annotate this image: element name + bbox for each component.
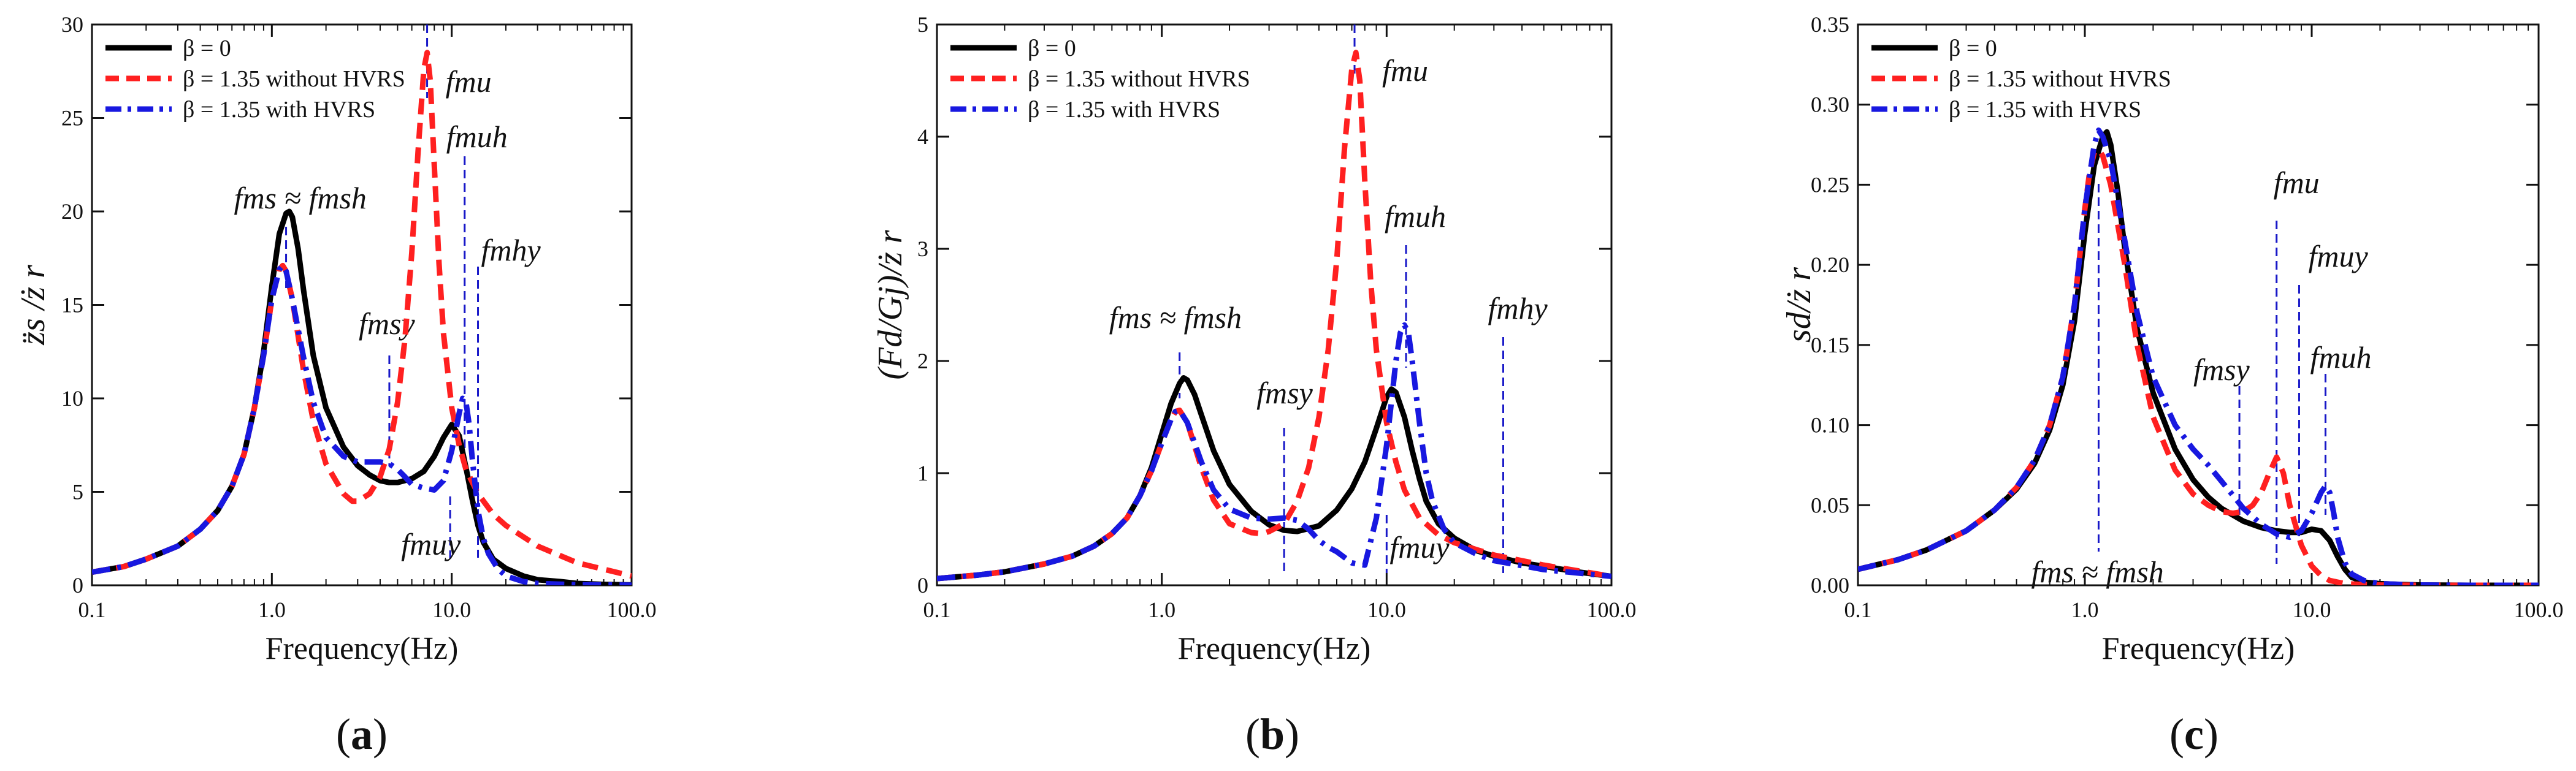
panel-label: (a) bbox=[336, 710, 388, 759]
annotation-label-fmsy: fmsy bbox=[1256, 376, 1313, 410]
x-tick-label: 0.1 bbox=[78, 598, 106, 622]
y-tick-label: 10 bbox=[61, 386, 83, 411]
legend-label: β = 0 bbox=[1949, 36, 1997, 61]
annotation-label-fmuh: fmuh bbox=[446, 120, 508, 154]
x-tick-label: 100.0 bbox=[1587, 598, 1637, 622]
y-tick-label: 1 bbox=[917, 461, 928, 485]
x-tick-label: 10.0 bbox=[432, 598, 471, 622]
y-tick-label: 5 bbox=[72, 480, 83, 504]
y-tick-label: 30 bbox=[61, 12, 83, 37]
annotation-label-fmhy: fmhy bbox=[481, 233, 541, 267]
annotation-label-fmuy: fmuy bbox=[2308, 239, 2368, 273]
y-tick-label: 4 bbox=[917, 124, 928, 149]
panel-label: (b) bbox=[1245, 710, 1299, 759]
legend-label: β = 1.35 without HVRS bbox=[183, 66, 405, 92]
annotation-label-fms-fmsh: fms ≈ fmsh bbox=[2031, 555, 2163, 589]
legend-label: β = 0 bbox=[183, 36, 231, 61]
annotation-label-fms-fmsh: fms ≈ fmsh bbox=[234, 181, 367, 215]
annotation-label-fmuh: fmuh bbox=[1385, 199, 1446, 234]
annotation-label-fmhy: fmhy bbox=[1488, 291, 1548, 325]
y-tick-label: 0.30 bbox=[1811, 93, 1849, 117]
annotation-label-fmu: fmu bbox=[2274, 165, 2320, 200]
y-tick-label: 15 bbox=[61, 293, 83, 317]
legend-label: β = 1.35 with HVRS bbox=[183, 97, 375, 123]
annotation-label-fmu: fmu bbox=[1382, 53, 1428, 88]
legend-label: β = 1.35 without HVRS bbox=[1028, 66, 1250, 92]
series-line-dashdot bbox=[937, 322, 1611, 582]
y-tick-label: 0.00 bbox=[1811, 573, 1849, 598]
legend-label: β = 0 bbox=[1028, 36, 1076, 61]
y-axis-title: sd/ż r bbox=[1780, 267, 1818, 343]
plot-frame bbox=[1857, 23, 2540, 587]
x-tick-label: 0.1 bbox=[923, 598, 951, 622]
y-tick-label: 0.05 bbox=[1811, 493, 1849, 517]
x-axis-title: Frequency(Hz) bbox=[266, 631, 459, 666]
series-line-dashed bbox=[937, 50, 1611, 582]
x-tick-label: 100.0 bbox=[2514, 598, 2564, 622]
y-axis-title: (Fd/Gj)/ż r bbox=[871, 230, 909, 379]
annotation-label-fmuh: fmuh bbox=[2310, 340, 2371, 374]
y-tick-label: 0.35 bbox=[1811, 12, 1849, 37]
y-axis-title: z̈s /ż r bbox=[14, 265, 52, 346]
legend-label: β = 1.35 with HVRS bbox=[1949, 97, 2141, 123]
plot-frame bbox=[936, 23, 1613, 587]
x-tick-label: 0.1 bbox=[1844, 598, 1872, 622]
x-axis-title: Frequency(Hz) bbox=[2102, 631, 2295, 666]
x-axis-title: Frequency(Hz) bbox=[1178, 631, 1371, 666]
y-tick-label: 0.25 bbox=[1811, 172, 1849, 197]
annotation-label-fmuy: fmuy bbox=[401, 527, 461, 561]
legend: β = 0 β = 1.35 without HVRS β = 1.35 with … bbox=[950, 36, 1250, 123]
x-tick-label: 1.0 bbox=[1148, 598, 1175, 622]
y-tick-label: 0.15 bbox=[1811, 333, 1849, 357]
panel-label: (c) bbox=[2169, 710, 2219, 759]
chart-panel-b: 0.1 1.0 10.0 100.0 0 1 2 3 4 5 fms ≈ fmsh fmsy fmu fm… bbox=[871, 12, 1637, 759]
x-tick-label: 1.0 bbox=[258, 598, 286, 622]
y-tick-label: 3 bbox=[917, 237, 928, 261]
series-line-dashdot bbox=[1858, 127, 2539, 585]
x-tick-label: 10.0 bbox=[1367, 598, 1406, 622]
y-tick-label: 0 bbox=[917, 573, 928, 598]
y-tick-label: 20 bbox=[61, 199, 83, 224]
legend: β = 0 β = 1.35 without HVRS β = 1.35 with … bbox=[1871, 36, 2171, 123]
x-tick-label: 10.0 bbox=[2293, 598, 2331, 622]
annotation-label-fmu: fmu bbox=[446, 64, 492, 99]
annotation-label-fms-fmsh: fms ≈ fmsh bbox=[1109, 300, 1242, 335]
y-tick-label: 0.20 bbox=[1811, 253, 1849, 277]
series-line-dashed bbox=[1858, 146, 2539, 585]
annotation-label-fmsy: fmsy bbox=[2193, 352, 2250, 387]
y-tick-label: 0.10 bbox=[1811, 413, 1849, 438]
y-tick-label: 25 bbox=[61, 106, 83, 131]
y-tick-label: 0 bbox=[72, 573, 83, 598]
series-line-dashed bbox=[92, 50, 632, 579]
annotation-label-fmuy: fmuy bbox=[1389, 530, 1450, 564]
x-tick-label: 100.0 bbox=[607, 598, 657, 622]
y-tick-label: 5 bbox=[917, 12, 928, 37]
y-tick-label: 2 bbox=[917, 349, 928, 373]
legend-label: β = 1.35 without HVRS bbox=[1949, 66, 2171, 92]
legend-label: β = 1.35 with HVRS bbox=[1028, 97, 1220, 123]
x-tick-label: 1.0 bbox=[2071, 598, 2099, 622]
chart-panel-c: 0.1 1.0 10.0 100.0 0.00 0.05 0.10 0.15 0.20 0.25 0… bbox=[1780, 12, 2564, 759]
legend: β = 0 β = 1.35 without HVRS β = 1.35 with … bbox=[105, 36, 405, 123]
